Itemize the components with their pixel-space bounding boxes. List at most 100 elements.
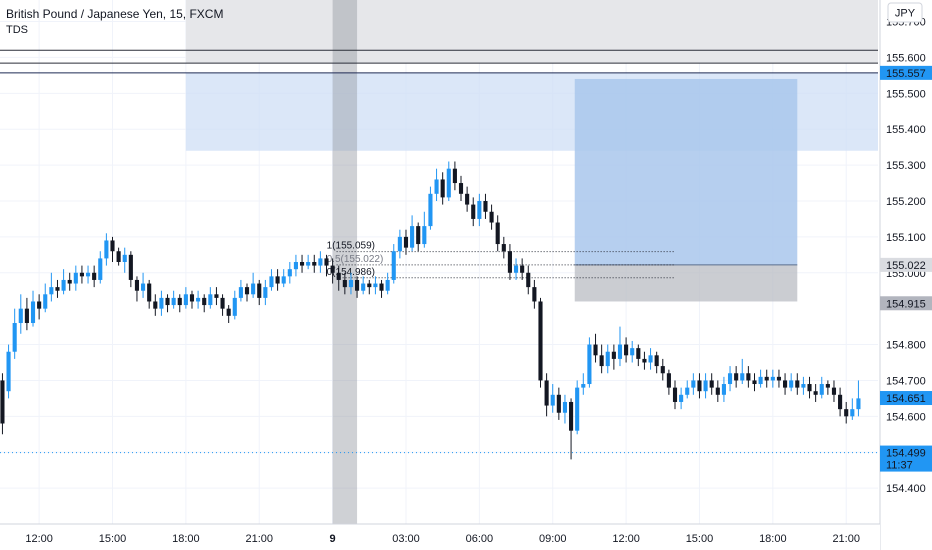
candle[interactable] <box>275 276 280 284</box>
candle[interactable] <box>342 279 347 288</box>
candle[interactable] <box>177 297 182 306</box>
candle[interactable] <box>263 287 268 298</box>
candle[interactable] <box>831 387 837 395</box>
candle[interactable] <box>12 323 17 352</box>
candle[interactable] <box>513 265 519 273</box>
candle[interactable] <box>110 240 115 252</box>
candle[interactable] <box>0 380 5 424</box>
indicator-label[interactable]: TDS <box>6 24 28 36</box>
candle[interactable] <box>752 380 757 385</box>
currency-button-label[interactable]: JPY <box>895 8 916 20</box>
candle[interactable] <box>844 409 849 417</box>
candle[interactable] <box>801 384 806 388</box>
candle[interactable] <box>672 387 678 402</box>
candle[interactable] <box>318 258 323 266</box>
candle[interactable] <box>520 265 525 273</box>
candle[interactable] <box>312 262 317 266</box>
candle[interactable] <box>73 272 78 284</box>
candle[interactable] <box>61 279 66 291</box>
candle[interactable] <box>452 168 457 184</box>
candle[interactable] <box>385 279 390 291</box>
candle[interactable] <box>104 240 109 259</box>
candle[interactable] <box>379 283 384 291</box>
candle[interactable] <box>153 301 158 309</box>
candle[interactable] <box>691 380 696 388</box>
candle[interactable] <box>654 355 659 367</box>
candle[interactable] <box>838 394 843 410</box>
candle[interactable] <box>764 376 769 381</box>
candle[interactable] <box>165 297 170 306</box>
candle[interactable] <box>526 272 531 288</box>
candle[interactable] <box>550 394 555 406</box>
candle[interactable] <box>495 222 500 245</box>
candle[interactable] <box>715 387 720 395</box>
candle[interactable] <box>446 168 451 198</box>
candle[interactable] <box>324 258 329 266</box>
candle[interactable] <box>599 355 604 367</box>
candle[interactable] <box>6 351 11 392</box>
candle[interactable] <box>391 251 396 280</box>
candle[interactable] <box>856 398 861 410</box>
candle[interactable] <box>617 344 623 359</box>
candle[interactable] <box>556 394 561 413</box>
candle[interactable] <box>758 376 763 385</box>
candle[interactable] <box>575 387 580 431</box>
candle[interactable] <box>403 236 409 248</box>
candle[interactable] <box>79 272 84 277</box>
target-zone[interactable] <box>574 78 798 265</box>
currency-button[interactable] <box>887 2 923 23</box>
candle[interactable] <box>434 179 439 194</box>
candle[interactable] <box>611 351 616 359</box>
candle[interactable] <box>30 301 36 324</box>
candle[interactable] <box>306 262 311 266</box>
candle[interactable] <box>293 262 298 270</box>
candle[interactable] <box>287 269 292 277</box>
candle[interactable] <box>605 351 610 367</box>
candle[interactable] <box>666 373 671 388</box>
candle[interactable] <box>501 244 506 252</box>
candle[interactable] <box>251 283 256 295</box>
candle[interactable] <box>544 380 549 406</box>
candle[interactable] <box>458 183 464 194</box>
candle[interactable] <box>348 279 354 288</box>
candle[interactable] <box>24 308 29 324</box>
candle[interactable] <box>532 287 537 302</box>
candle[interactable] <box>214 294 219 298</box>
candle[interactable] <box>134 279 140 291</box>
candle[interactable] <box>587 344 592 385</box>
candle[interactable] <box>624 344 629 356</box>
candle[interactable] <box>697 380 702 392</box>
candle[interactable] <box>43 294 48 309</box>
candle[interactable] <box>416 226 421 245</box>
candle[interactable] <box>147 283 152 302</box>
candle[interactable] <box>128 254 133 280</box>
candle[interactable] <box>410 226 415 248</box>
candle[interactable] <box>685 387 690 395</box>
stop-zone[interactable] <box>574 264 798 302</box>
candle[interactable] <box>593 344 598 356</box>
candle[interactable] <box>471 204 476 219</box>
candle[interactable] <box>336 272 341 280</box>
candle[interactable] <box>569 401 574 431</box>
candle[interactable] <box>183 294 188 306</box>
candle[interactable] <box>67 279 72 284</box>
candle[interactable] <box>507 251 512 273</box>
candle[interactable] <box>55 287 60 291</box>
candle[interactable] <box>281 276 286 284</box>
candle[interactable] <box>825 384 830 388</box>
candle[interactable] <box>740 373 745 381</box>
candle[interactable] <box>171 297 176 306</box>
time-axis[interactable] <box>0 524 880 550</box>
candle[interactable] <box>783 380 788 388</box>
candle[interactable] <box>244 287 250 295</box>
candle[interactable] <box>330 265 335 273</box>
candle[interactable] <box>116 251 121 262</box>
candle[interactable] <box>850 409 855 417</box>
candle[interactable] <box>397 236 402 252</box>
candle[interactable] <box>220 297 225 309</box>
candle[interactable] <box>18 308 23 324</box>
candle[interactable] <box>538 301 543 381</box>
candle[interactable] <box>269 276 274 288</box>
candle[interactable] <box>709 380 714 388</box>
candle[interactable] <box>85 272 91 277</box>
